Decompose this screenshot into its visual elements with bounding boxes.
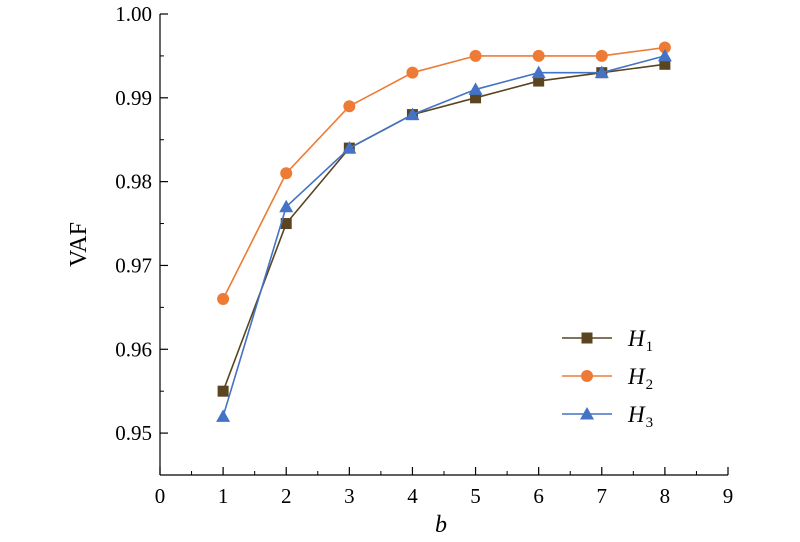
legend-subscript: 3 — [646, 415, 654, 431]
series-3 — [216, 48, 672, 422]
x-tick-label: 2 — [281, 484, 292, 508]
x-tick-label: 0 — [155, 484, 166, 508]
x-tick-label: 9 — [723, 484, 734, 508]
data-point — [468, 82, 483, 95]
x-tick-label: 1 — [218, 484, 229, 508]
data-point — [594, 65, 609, 79]
data-point — [217, 292, 230, 305]
x-tick-label: 3 — [344, 484, 355, 508]
legend-subscript: 2 — [646, 377, 654, 393]
x-axis-title: b — [435, 512, 447, 538]
series-1 — [217, 58, 671, 397]
data-point — [531, 65, 546, 79]
x-tick-label: 4 — [407, 484, 418, 508]
y-tick-label: 0.97 — [115, 253, 152, 277]
legend-item-3: H3 — [562, 402, 653, 431]
data-point — [280, 218, 292, 230]
legend-label: H1 — [627, 326, 653, 355]
legend-subscript: 1 — [646, 339, 654, 355]
data-point — [216, 409, 231, 422]
y-tick-label: 0.99 — [115, 86, 152, 110]
legend-item-1: H1 — [562, 326, 653, 355]
series-line — [222, 63, 665, 392]
legend-marker — [581, 332, 593, 344]
y-tick-label: 0.98 — [115, 170, 152, 194]
legend-item-2: H2 — [562, 364, 653, 393]
data-point — [595, 49, 608, 62]
legend: H1 H2 H3 — [562, 326, 653, 431]
legend-label: H3 — [627, 402, 653, 431]
legend-label: H2 — [627, 364, 653, 393]
data-point — [405, 107, 420, 121]
data-point — [533, 75, 545, 87]
y-tick-label: 1.00 — [115, 2, 152, 26]
legend-marker — [581, 370, 593, 382]
data-point — [658, 41, 671, 54]
y-tick-label: 0.95 — [115, 421, 152, 445]
series-2 — [217, 41, 671, 305]
x-tick-label: 8 — [660, 484, 671, 508]
x-tick-label: 5 — [470, 484, 481, 508]
series-layer — [216, 41, 672, 422]
data-point — [342, 141, 357, 154]
data-point — [279, 199, 294, 213]
data-point — [659, 58, 671, 70]
axes: 0.95 0.96 0.97 0.98 0.99 1.00 0 1 2 3 4 5 6 7 8 9 — [115, 2, 733, 508]
data-point — [657, 48, 672, 62]
y-axis-title: VAF — [66, 222, 92, 267]
data-point — [406, 66, 419, 79]
series-line — [222, 46, 665, 300]
data-point — [280, 167, 293, 180]
data-point — [217, 385, 229, 397]
x-tick-label: 7 — [597, 484, 608, 508]
data-point — [343, 100, 356, 113]
legend-marker — [580, 407, 594, 420]
data-point — [532, 49, 545, 62]
x-tick-label: 6 — [533, 484, 544, 508]
y-tick-label: 0.96 — [115, 337, 152, 361]
data-point — [470, 92, 482, 104]
series-line — [222, 55, 666, 417]
data-point — [469, 49, 482, 62]
